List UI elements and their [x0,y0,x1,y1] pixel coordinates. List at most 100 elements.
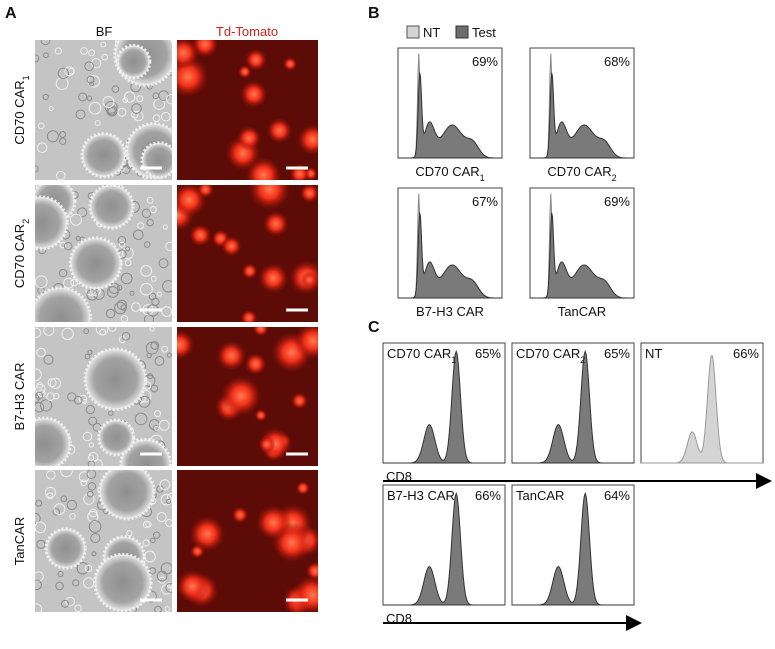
cell [35,368,42,382]
spheroid [296,123,318,156]
label-text: CD70 CAR [547,164,611,179]
cell [66,499,77,511]
cell [42,93,49,101]
cell [125,246,131,252]
spheroid [294,327,318,360]
cell [146,196,154,204]
spheroid [239,80,268,109]
cell [101,53,109,61]
cell [86,288,98,301]
spheroid [244,352,267,376]
cell [35,391,44,400]
cell [61,327,74,341]
cell [35,521,47,534]
cell [166,498,172,505]
cell [83,493,95,505]
cell [57,570,64,578]
spheroid [231,506,249,524]
cell [87,490,94,498]
cell [120,272,133,285]
cell [52,508,60,516]
cell [134,412,148,426]
cell [77,207,88,218]
cell [154,425,160,431]
cell [60,599,69,608]
cell [154,356,165,366]
cell [36,347,46,358]
cell [145,341,159,355]
cell [70,278,78,287]
cell [46,470,56,480]
cell [142,539,150,547]
cell [124,259,132,267]
label-text: B7-H3 CAR [387,488,455,503]
cell [46,130,59,143]
cell [37,389,46,398]
cell [160,111,171,122]
cell [140,282,153,296]
cell [152,92,160,100]
cell [142,520,151,529]
cell [75,235,81,241]
plot-frame [382,342,506,464]
spheroid [35,195,69,251]
cell [57,67,70,80]
cell [111,85,120,93]
cell [43,52,49,58]
cell [84,564,93,573]
spheroid [88,185,135,230]
cell [126,530,133,537]
spheroid [248,185,291,211]
cell [87,349,93,355]
spheroid [220,375,262,417]
cell [81,399,87,405]
plot-label: CD70 CAR1 [387,346,456,365]
cell [150,341,160,350]
cell [88,442,94,448]
legend-swatch [455,25,469,39]
cell [165,93,172,105]
spheroid [283,56,298,72]
spheroid [266,117,293,144]
cell [133,229,144,241]
percent-label: 69% [604,194,630,209]
cell [35,603,43,612]
cell [165,518,172,527]
cell [160,562,172,575]
legend-swatch [406,25,420,39]
spheroid [240,309,258,322]
spheroid [68,236,123,291]
cell [160,493,172,506]
cell [89,81,95,87]
cell [46,392,55,401]
cell [88,101,102,115]
column-header: Td-Tomato [216,24,278,39]
label-text: CD70 CAR [415,164,479,179]
cell [154,605,162,612]
cell [122,97,129,103]
spheroid [295,480,311,496]
cell [69,213,82,226]
percent-label: 67% [472,194,498,209]
cell [88,49,96,57]
histogram [383,349,505,464]
plot-label: B7-H3 CAR [416,304,484,319]
spheroid [35,416,72,466]
cell [138,395,151,408]
cell [43,354,54,365]
spheroid [236,125,262,151]
cell [143,241,151,248]
percent-label: 68% [604,54,630,69]
percent-label: 65% [475,346,501,361]
cell [59,137,67,145]
cell [49,377,62,390]
percent-label: 64% [604,488,630,503]
spheroid [292,574,318,612]
fluorescence-image [177,40,318,180]
cell [36,142,48,154]
label-text: CD70 CAR [12,224,27,288]
cell [35,327,42,339]
cell [153,98,166,111]
cell [55,77,69,91]
cell [90,532,101,544]
